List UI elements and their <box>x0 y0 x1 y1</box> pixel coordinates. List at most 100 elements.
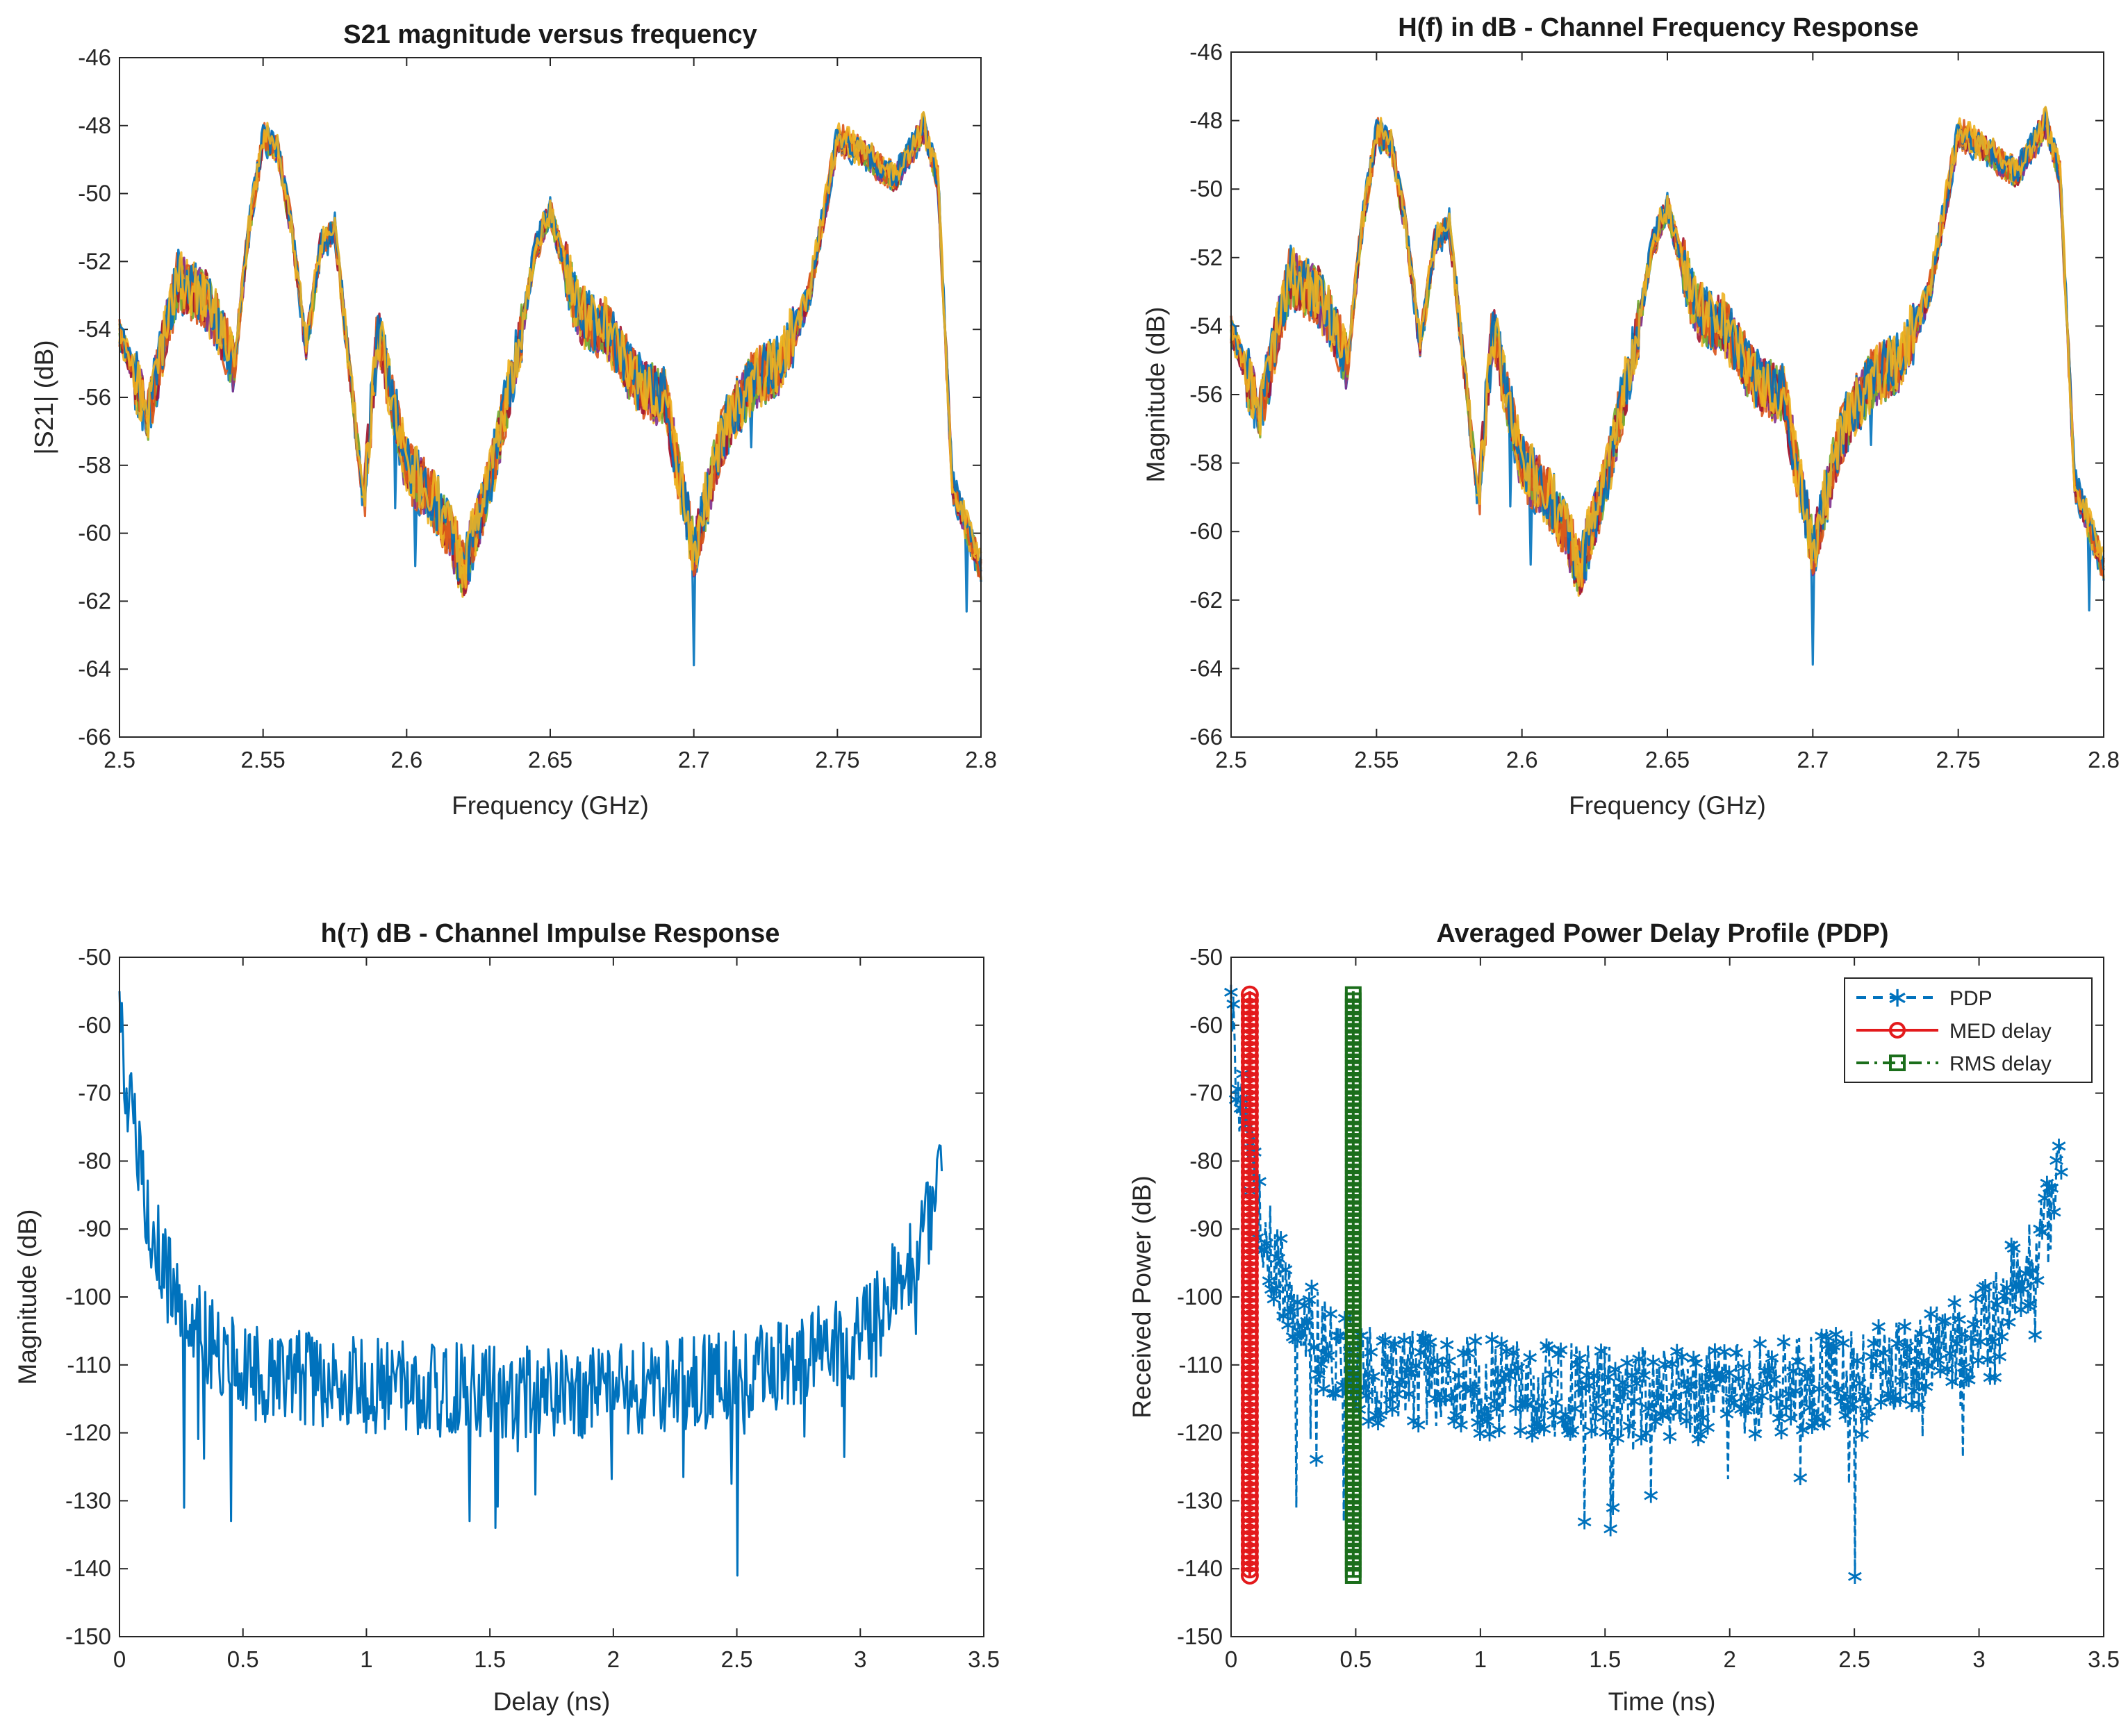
med-delay-marker <box>1240 1096 1259 1114</box>
med-delay-marker <box>1240 1230 1259 1248</box>
med-delay-marker <box>1240 1505 1259 1523</box>
med-delay-marker <box>1240 1285 1259 1304</box>
med-delay-marker <box>1240 1004 1259 1023</box>
pdp-marker: ∗ <box>1705 1337 1725 1364</box>
y-tick-label: -64 <box>78 656 111 681</box>
med-delay-marker <box>1240 1462 1259 1481</box>
pdp-marker: ∗ <box>1779 1380 1799 1407</box>
med-delay-marker <box>1240 1554 1259 1573</box>
pdp-marker: ∗ <box>2004 1234 2024 1262</box>
pdp-marker: ∗ <box>1594 1403 1614 1431</box>
pdp-marker: ∗ <box>1847 1347 1867 1375</box>
pdp-marker: ∗ <box>1897 1332 1917 1360</box>
pdp-marker: ∗ <box>1992 1323 2012 1350</box>
pdp-marker: ∗ <box>1753 1382 1773 1410</box>
legend-rms-marker-icon <box>1889 1055 1906 1071</box>
cir-x-ticks: 0 0.5 1 1.5 2 2.5 3 3.5 <box>113 957 1000 1672</box>
pdp-marker: ∗ <box>1311 1350 1331 1378</box>
pdp-marker: ∗ <box>1947 1330 1968 1357</box>
pdp-marker: ∗ <box>1506 1394 1526 1422</box>
med-delay-marker <box>1240 1364 1259 1383</box>
pdp-marker: ∗ <box>1520 1344 1540 1371</box>
pdp-marker: ∗ <box>1845 1562 1865 1590</box>
pdp-marker: ∗ <box>1304 1333 1324 1361</box>
pdp-marker: ∗ <box>1556 1400 1576 1428</box>
med-delay-marker <box>1240 1432 1259 1450</box>
pdp-marker: ∗ <box>1487 1395 1507 1423</box>
med-delay-marker <box>1240 1358 1259 1377</box>
pdp-marker: ∗ <box>2006 1273 2027 1301</box>
pdp-marker: ∗ <box>1499 1361 1519 1389</box>
x-tick-label: 2.65 <box>1645 747 1690 772</box>
x-tick-label: 2.55 <box>1354 747 1399 772</box>
pdp-marker: ∗ <box>1928 1346 1948 1373</box>
y-tick-label: -60 <box>1189 518 1223 544</box>
pdp-marker: ∗ <box>1283 1323 1303 1350</box>
med-delay-marker <box>1240 1041 1259 1059</box>
hf-plot-title: H(f) in dB - Channel Frequency Response <box>1398 13 1919 42</box>
med-delay-marker <box>1240 1102 1259 1121</box>
pdp-marker: ∗ <box>1444 1407 1465 1435</box>
pdp-marker: ∗ <box>1698 1414 1718 1441</box>
med-delay-marker <box>1240 1199 1259 1218</box>
series-line <box>118 122 982 598</box>
pdp-marker: ∗ <box>1537 1332 1557 1359</box>
pdp-marker: ∗ <box>1544 1401 1564 1429</box>
med-delay-marker <box>1240 1389 1259 1407</box>
pdp-marker: ∗ <box>1760 1357 1780 1384</box>
pdp-marker: ∗ <box>2025 1321 2045 1348</box>
pdp-marker: ∗ <box>1309 1360 1329 1388</box>
pdp-marker: ∗ <box>1368 1409 1388 1437</box>
pdp-marker: ∗ <box>1888 1329 1908 1357</box>
pdp-marker: ∗ <box>1387 1380 1408 1407</box>
pdp-marker: ∗ <box>1503 1339 1524 1366</box>
med-delay-marker <box>1240 985 1259 1004</box>
pdp-marker: ∗ <box>1624 1387 1644 1415</box>
pdp-marker: ∗ <box>1326 1379 1346 1407</box>
pdp-marker: ∗ <box>1437 1331 1457 1359</box>
pdp-marker: ∗ <box>1525 1414 1545 1442</box>
pdp-marker: ∗ <box>1565 1394 1585 1422</box>
pdp-marker: ∗ <box>1931 1357 1951 1384</box>
pdp-marker: ∗ <box>1587 1394 1607 1421</box>
med-delay-marker <box>1240 1168 1259 1187</box>
pdp-marker: ∗ <box>1465 1327 1485 1355</box>
med-delay-marker <box>1240 1266 1259 1285</box>
pdp-marker: ∗ <box>1672 1343 1692 1371</box>
pdp-marker: ∗ <box>1938 1355 1958 1383</box>
pdp-marker: ∗ <box>1522 1421 1542 1449</box>
pdp-marker: ∗ <box>1713 1360 1733 1388</box>
pdp-marker: ∗ <box>1433 1350 1453 1378</box>
y-tick-label: -46 <box>1189 39 1223 65</box>
cir-y-ticks: -50 -60 -70 -80 -90 -100 -110 -120 -130 -140 -150 <box>65 944 984 1649</box>
med-delay-marker <box>1240 1071 1259 1090</box>
y-tick-label: -48 <box>1189 108 1223 133</box>
pdp-marker: ∗ <box>1396 1356 1417 1384</box>
pdp-marker: ∗ <box>1769 1404 1789 1432</box>
pdp-marker: ∗ <box>2052 1158 2072 1186</box>
pdp-marker: ∗ <box>1876 1358 1896 1386</box>
pdp-marker: ∗ <box>1494 1364 1514 1391</box>
pdp-marker: ∗ <box>1641 1481 1661 1509</box>
pdp-marker: ∗ <box>2016 1259 2036 1287</box>
pdp-marker: ∗ <box>1743 1372 1763 1400</box>
pdp-x-label: Time (ns) <box>1608 1687 1716 1716</box>
pdp-marker: ∗ <box>2028 1266 2048 1294</box>
pdp-plot-title: Averaged Power Delay Profile (PDP) <box>1436 919 1888 948</box>
med-delay-marker <box>1240 1132 1259 1151</box>
pdp-marker: ∗ <box>1280 1298 1301 1326</box>
med-delay-marker <box>1240 1034 1259 1053</box>
y-tick-label: -52 <box>78 248 111 274</box>
series-line <box>118 112 982 590</box>
pdp-marker: ∗ <box>1785 1377 1806 1405</box>
med-delay-marker <box>1240 1120 1259 1139</box>
pdp-marker: ∗ <box>1542 1360 1562 1388</box>
med-delay-marker <box>1240 1260 1259 1279</box>
pdp-marker: ∗ <box>1722 1384 1742 1412</box>
med-delay-marker <box>1240 1077 1259 1096</box>
cir-plot-area <box>118 991 943 1577</box>
pdp-marker: ∗ <box>1954 1353 1974 1381</box>
legend-item-pdp: ∗ PDP <box>1856 982 1993 1014</box>
med-delay-marker <box>1240 1297 1259 1316</box>
pdp-marker: ∗ <box>1549 1340 1569 1368</box>
